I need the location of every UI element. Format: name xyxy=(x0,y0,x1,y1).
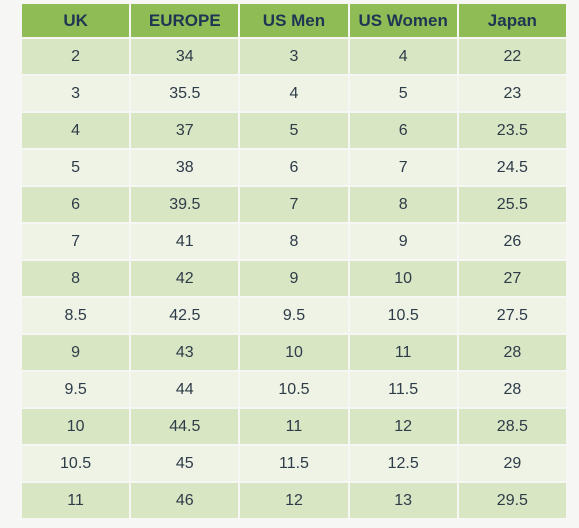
table-cell: 26 xyxy=(456,222,569,261)
table-cell: 9 xyxy=(19,333,132,372)
table-cell: 6 xyxy=(238,148,350,187)
size-table: UK EUROPE US Men US Women Japan 2 34 3 4 22 3 35.5… xyxy=(19,2,569,520)
table-row: 8 42 9 10 27 xyxy=(19,259,569,298)
table-cell: 10 xyxy=(238,333,350,372)
table-cell: 28 xyxy=(456,370,569,409)
table-cell: 10.5 xyxy=(347,296,459,335)
table-cell: 22 xyxy=(456,37,569,76)
table-row: 8.5 42.5 9.5 10.5 27.5 xyxy=(19,296,569,335)
table-cell: 46 xyxy=(129,481,241,520)
table-cell: 10 xyxy=(347,259,459,298)
table-row: 2 34 3 4 22 xyxy=(19,37,569,76)
table-cell: 7 xyxy=(238,185,350,224)
table-cell: 8 xyxy=(238,222,350,261)
table-cell: 9.5 xyxy=(19,370,132,409)
header-cell: UK xyxy=(19,2,132,39)
table-row: 10 44.5 11 12 28.5 xyxy=(19,407,569,446)
table-cell: 27 xyxy=(456,259,569,298)
table-cell: 5 xyxy=(238,111,350,150)
table-cell: 12 xyxy=(347,407,459,446)
table-cell: 12 xyxy=(238,481,350,520)
header-row: UK EUROPE US Men US Women Japan xyxy=(19,2,569,39)
table-cell: 34 xyxy=(129,37,241,76)
table-cell: 38 xyxy=(129,148,241,187)
table-cell: 29.5 xyxy=(456,481,569,520)
table-cell: 9 xyxy=(347,222,459,261)
header-cell: US Women xyxy=(347,2,459,39)
table-cell: 8 xyxy=(19,259,132,298)
table-cell: 28.5 xyxy=(456,407,569,446)
table-cell: 2 xyxy=(19,37,132,76)
table-cell: 13 xyxy=(347,481,459,520)
table-cell: 42.5 xyxy=(129,296,241,335)
table-cell: 23 xyxy=(456,74,569,113)
table-row: 10.5 45 11.5 12.5 29 xyxy=(19,444,569,483)
table-cell: 10.5 xyxy=(238,370,350,409)
table-cell: 3 xyxy=(238,37,350,76)
size-table-container: UK EUROPE US Men US Women Japan 2 34 3 4 22 3 35.5… xyxy=(19,2,569,520)
table-cell: 25.5 xyxy=(456,185,569,224)
table-row: 4 37 5 6 23.5 xyxy=(19,111,569,150)
table-cell: 24.5 xyxy=(456,148,569,187)
table-cell: 11 xyxy=(347,333,459,372)
header-cell: US Men xyxy=(238,2,350,39)
table-cell: 8 xyxy=(347,185,459,224)
table-cell: 44.5 xyxy=(129,407,241,446)
table-row: 9.5 44 10.5 11.5 28 xyxy=(19,370,569,409)
header-cell: Japan xyxy=(456,2,569,39)
table-cell: 11.5 xyxy=(347,370,459,409)
table-cell: 4 xyxy=(347,37,459,76)
table-cell: 5 xyxy=(347,74,459,113)
table-row: 6 39.5 7 8 25.5 xyxy=(19,185,569,224)
table-cell: 4 xyxy=(238,74,350,113)
table-cell: 29 xyxy=(456,444,569,483)
table-cell: 45 xyxy=(129,444,241,483)
table-cell: 9 xyxy=(238,259,350,298)
table-cell: 39.5 xyxy=(129,185,241,224)
table-cell: 35.5 xyxy=(129,74,241,113)
table-cell: 10.5 xyxy=(19,444,132,483)
table-cell: 9.5 xyxy=(238,296,350,335)
table-cell: 27.5 xyxy=(456,296,569,335)
table-cell: 37 xyxy=(129,111,241,150)
table-cell: 12.5 xyxy=(347,444,459,483)
table-cell: 10 xyxy=(19,407,132,446)
table-row: 11 46 12 13 29.5 xyxy=(19,481,569,520)
table-cell: 44 xyxy=(129,370,241,409)
table-row: 7 41 8 9 26 xyxy=(19,222,569,261)
table-cell: 43 xyxy=(129,333,241,372)
table-cell: 8.5 xyxy=(19,296,132,335)
table-row: 9 43 10 11 28 xyxy=(19,333,569,372)
table-cell: 6 xyxy=(347,111,459,150)
table-row: 5 38 6 7 24.5 xyxy=(19,148,569,187)
table-row: 3 35.5 4 5 23 xyxy=(19,74,569,113)
table-cell: 11 xyxy=(238,407,350,446)
table-cell: 41 xyxy=(129,222,241,261)
table-cell: 42 xyxy=(129,259,241,298)
table-cell: 7 xyxy=(347,148,459,187)
table-cell: 7 xyxy=(19,222,132,261)
table-body: 2 34 3 4 22 3 35.5 4 5 23 4 37 5 6 23.5 5 38 6 7 24.5 6 39.5 7… xyxy=(19,37,569,520)
table-cell: 28 xyxy=(456,333,569,372)
table-cell: 23.5 xyxy=(456,111,569,150)
table-cell: 11 xyxy=(19,481,132,520)
table-cell: 11.5 xyxy=(238,444,350,483)
table-cell: 3 xyxy=(19,74,132,113)
table-cell: 5 xyxy=(19,148,132,187)
table-cell: 4 xyxy=(19,111,132,150)
table-cell: 6 xyxy=(19,185,132,224)
header-cell: EUROPE xyxy=(129,2,241,39)
